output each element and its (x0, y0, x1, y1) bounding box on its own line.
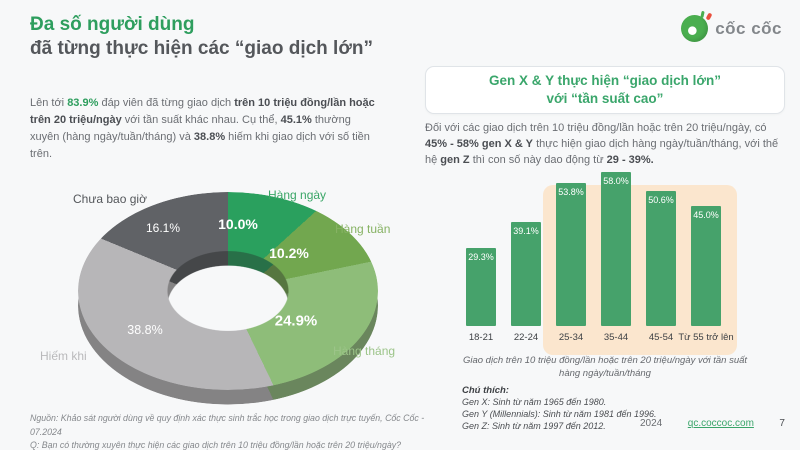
bar-category-label: 45-54 (648, 332, 674, 343)
text-run: đáp viên đã từng giao dịch (98, 97, 235, 109)
legend-note-line: Gen Z: Sinh từ năm 1997 đến 2012. (462, 420, 606, 431)
bar: 50.6% (646, 191, 676, 326)
donut-segment-label: Chưa bao giờ (73, 192, 147, 206)
bar-category-label: 25-34 (558, 332, 584, 343)
bar-category-label: 35-44 (603, 332, 629, 343)
legend-notes-lines: Gen X: Sinh từ năm 1965 đến 1980. Gen Y (… (462, 397, 657, 432)
donut-segment-value: 24.9% (274, 312, 318, 330)
donut-segment-label: Hàng tuần (335, 222, 391, 236)
footer-right: 2024 qc.coccoc.com 7 (640, 418, 785, 429)
page-title: Đa số người dùng đã từng thực hiện các “… (30, 13, 373, 62)
right-body-paragraph: Đối với các giao dịch trên 10 triệu đồng… (425, 121, 787, 169)
donut-chart (78, 192, 378, 405)
bar-chart-caption: Giao dịch trên 10 triệu đồng/lần hoặc tr… (462, 355, 748, 380)
age-bar-chart: 29.3% 18-21 39.1% 22-24 53.8% 25-34 58.0% 35-44… (430, 168, 742, 356)
bar-value-label: 50.6% (648, 195, 674, 205)
page-number: 7 (779, 418, 785, 429)
bar-value-label: 29.3% (468, 252, 494, 262)
left-intro-paragraph: Lên tới 83.9% đáp viên đã từng giao dịch… (30, 95, 382, 163)
coccoc-logo: cốc cốc (681, 15, 782, 42)
donut-segment-value: 10.2% (269, 245, 309, 261)
donut-segment-value: 38.8% (127, 323, 163, 337)
donut-segment-label: Hiếm khi (40, 349, 87, 363)
bar: 29.3% (466, 248, 496, 326)
text-run: thì con số này dao động từ (469, 153, 607, 166)
coccoc-logo-text: cốc cốc (715, 18, 782, 38)
page-title-line2: đã từng thực hiện các “giao dịch lớn” (30, 38, 373, 60)
coccoc-logo-icon (681, 15, 709, 42)
gen-xy-headline-line2: với “tần suất cao” (546, 91, 664, 106)
legend-notes-heading: Chú thích: (462, 385, 509, 396)
bar-category-label: 22-24 (513, 332, 539, 343)
question-line: Q: Bạn có thường xuyên thực hiện các gia… (30, 440, 402, 450)
bar-category-label: Từ 55 trở lên (678, 332, 734, 343)
text-run: trên 10 triệu đồng/lần hoặc trên 20 triệ… (30, 97, 375, 127)
text-run: Đối với các giao dịch trên 10 triệu đồng… (425, 122, 767, 134)
text-run: 45% - 58% gen X & Y (425, 137, 534, 150)
donut-top-layer (78, 192, 378, 390)
bar-value-label: 45.0% (693, 210, 719, 220)
donut-labels: Hàng ngày 10.0% Hàng tuần 10.2% Hàng tháng 24… (40, 188, 395, 402)
footer-link[interactable]: qc.coccoc.com (687, 418, 754, 429)
text-run: thường xuyên (hàng ngày/tuần/tháng) và (30, 114, 351, 144)
legend-note-line: Gen Y (Millennials): Sinh từ năm 1981 đế… (462, 409, 657, 420)
legend-notes: Chú thích: Gen X: Sinh từ năm 1965 đến 1… (462, 385, 657, 432)
bar: 53.8% (556, 183, 586, 326)
text-run: 38.8% (193, 131, 226, 144)
source-line: Nguồn: Khảo sát người dùng về quy định x… (30, 413, 425, 437)
bar-value-label: 58.0% (603, 176, 629, 186)
donut-segment-value: 16.1% (145, 221, 181, 235)
text-run: 83.9% (67, 97, 99, 109)
bar-value-label: 53.8% (558, 187, 584, 197)
donut-segment-label: Hàng ngày (268, 188, 327, 202)
gen-xy-headline-box: Gen X & Y thực hiện “giao dịch lớn” với … (425, 66, 785, 114)
text-run: hiếm khi giao dịch với số tiền trên. (30, 131, 370, 161)
footer-year: 2024 (640, 418, 663, 429)
text-run: với tần suất khác nhau. Cụ thể, (121, 114, 281, 127)
bar-category-label: 18-21 (468, 332, 494, 343)
source-note: Nguồn: Khảo sát người dùng về quy định x… (30, 412, 440, 450)
text-run: thực hiện giao dịch hàng ngày/tuần/tháng… (425, 137, 779, 166)
bar-value-label: 39.1% (513, 226, 539, 236)
donut-segment-label: Hàng tháng (333, 344, 396, 358)
bar: 45.0% (691, 206, 721, 326)
text-run: 29 - 39%. (606, 153, 654, 166)
gen-xy-headline-line1: Gen X & Y thực hiện “giao dịch lớn” (489, 73, 721, 89)
donut-segment-value: 10.0% (218, 216, 258, 232)
text-run: 45.1% (280, 114, 312, 127)
bar: 39.1% (511, 222, 541, 326)
text-run: Lên tới (30, 97, 68, 109)
page-title-line1: Đa số người dùng (30, 14, 195, 35)
text-run: gen Z (440, 153, 470, 166)
bar: 58.0% (601, 172, 631, 326)
legend-note-line: Gen X: Sinh từ năm 1965 đến 1980. (462, 397, 607, 408)
